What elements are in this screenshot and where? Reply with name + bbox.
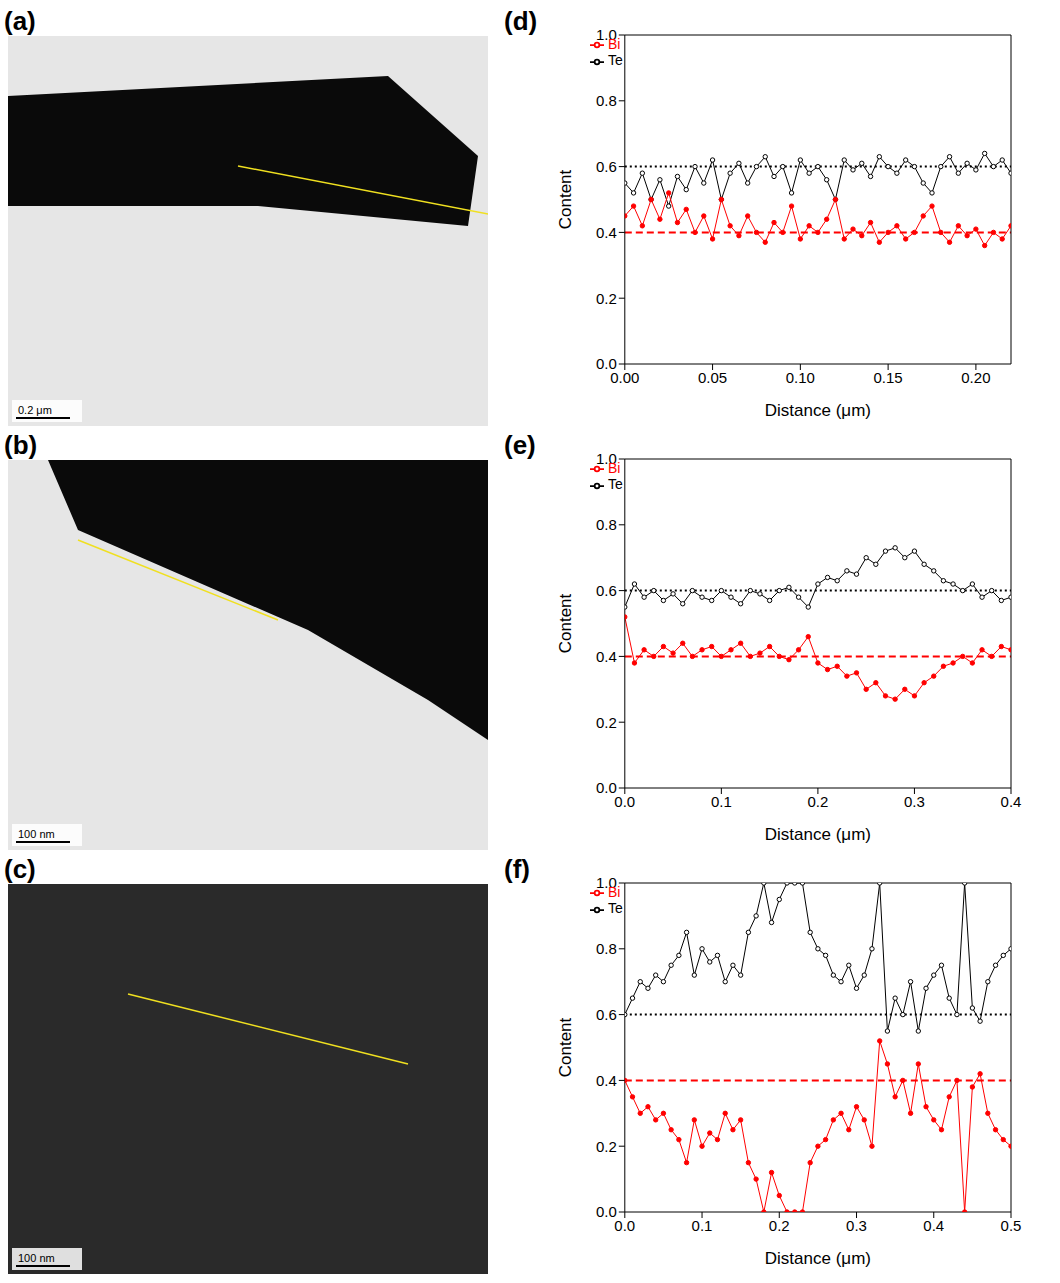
svg-text:0.8: 0.8 xyxy=(596,92,617,109)
svg-text:1.0: 1.0 xyxy=(596,26,617,43)
svg-text:0.20: 0.20 xyxy=(961,369,990,386)
svg-text:0.6: 0.6 xyxy=(596,1006,617,1023)
svg-text:0.2: 0.2 xyxy=(596,290,617,307)
svg-text:0.5: 0.5 xyxy=(1001,1217,1022,1234)
svg-text:1.0: 1.0 xyxy=(596,874,617,891)
svg-text:0.0: 0.0 xyxy=(596,779,617,796)
svg-text:1.0: 1.0 xyxy=(596,450,617,467)
svg-text:0.2 μm: 0.2 μm xyxy=(18,404,52,416)
svg-text:0.4: 0.4 xyxy=(596,648,617,665)
svg-text:0.4: 0.4 xyxy=(923,1217,944,1234)
svg-text:Distance (μm): Distance (μm) xyxy=(765,825,871,844)
svg-text:0.2: 0.2 xyxy=(807,793,828,810)
svg-text:0.0: 0.0 xyxy=(614,1217,635,1234)
svg-text:Distance (μm): Distance (μm) xyxy=(765,1249,871,1268)
svg-text:0.1: 0.1 xyxy=(711,793,732,810)
svg-text:0.3: 0.3 xyxy=(846,1217,867,1234)
svg-text:Content: Content xyxy=(556,593,575,653)
svg-text:0.05: 0.05 xyxy=(698,369,727,386)
svg-text:0.0: 0.0 xyxy=(596,355,617,372)
svg-text:100 nm: 100 nm xyxy=(18,1252,55,1264)
svg-text:Content: Content xyxy=(556,1017,575,1077)
svg-text:0.10: 0.10 xyxy=(786,369,815,386)
svg-text:0.2: 0.2 xyxy=(769,1217,790,1234)
svg-text:0.6: 0.6 xyxy=(596,582,617,599)
svg-text:0.1: 0.1 xyxy=(692,1217,713,1234)
svg-text:0.8: 0.8 xyxy=(596,516,617,533)
svg-text:0.0: 0.0 xyxy=(614,793,635,810)
svg-text:0.8: 0.8 xyxy=(596,940,617,957)
svg-text:100 nm: 100 nm xyxy=(18,828,55,840)
svg-text:Content: Content xyxy=(556,169,575,229)
svg-text:0.2: 0.2 xyxy=(596,714,617,731)
svg-text:0.2: 0.2 xyxy=(596,1138,617,1155)
svg-text:0.4: 0.4 xyxy=(596,1072,617,1089)
svg-text:0.15: 0.15 xyxy=(874,369,903,386)
svg-text:Distance (μm): Distance (μm) xyxy=(765,401,871,420)
svg-text:0.6: 0.6 xyxy=(596,158,617,175)
svg-text:0.4: 0.4 xyxy=(596,224,617,241)
svg-text:0.3: 0.3 xyxy=(904,793,925,810)
svg-text:0.4: 0.4 xyxy=(1001,793,1022,810)
svg-text:0.0: 0.0 xyxy=(596,1203,617,1220)
